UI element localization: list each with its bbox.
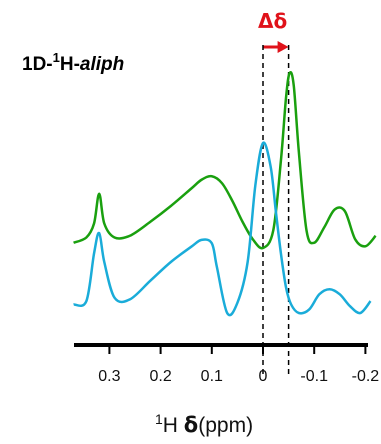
reference-lines — [262, 45, 290, 375]
x-tick-label: 0.3 — [98, 368, 120, 385]
series-line-green — [73, 70, 377, 250]
delta-arrow-head — [277, 41, 289, 53]
series-line-blue — [73, 141, 372, 317]
xlabel-nucleus: H — [163, 414, 184, 437]
chart-title: 1D-1H-aliph — [22, 50, 124, 75]
x-tick-label: -0.1 — [300, 368, 328, 385]
x-tick-label: 0.1 — [201, 368, 223, 385]
xlabel-unit: (ppm) — [198, 414, 253, 437]
x-axis-ticks: 0.3 0.2 0.1 0 -0.1 -0.2 — [98, 345, 379, 385]
x-tick-label: 0.2 — [149, 368, 171, 385]
series-group — [73, 70, 377, 317]
xlabel-symbol: δ — [184, 413, 198, 437]
x-axis-label: 1H δ(ppm) — [155, 411, 253, 437]
x-tick-label: 0 — [259, 368, 268, 385]
title-superscript: 1 — [53, 50, 60, 65]
title-nucleus: H- — [60, 54, 80, 75]
title-prefix: 1D- — [22, 54, 53, 75]
delta-arrow — [263, 41, 289, 53]
x-tick-label: -0.2 — [352, 368, 380, 385]
title-italic: aliph — [80, 54, 124, 75]
xlabel-superscript: 1 — [155, 411, 163, 427]
delta-label: Δδ — [258, 9, 287, 33]
